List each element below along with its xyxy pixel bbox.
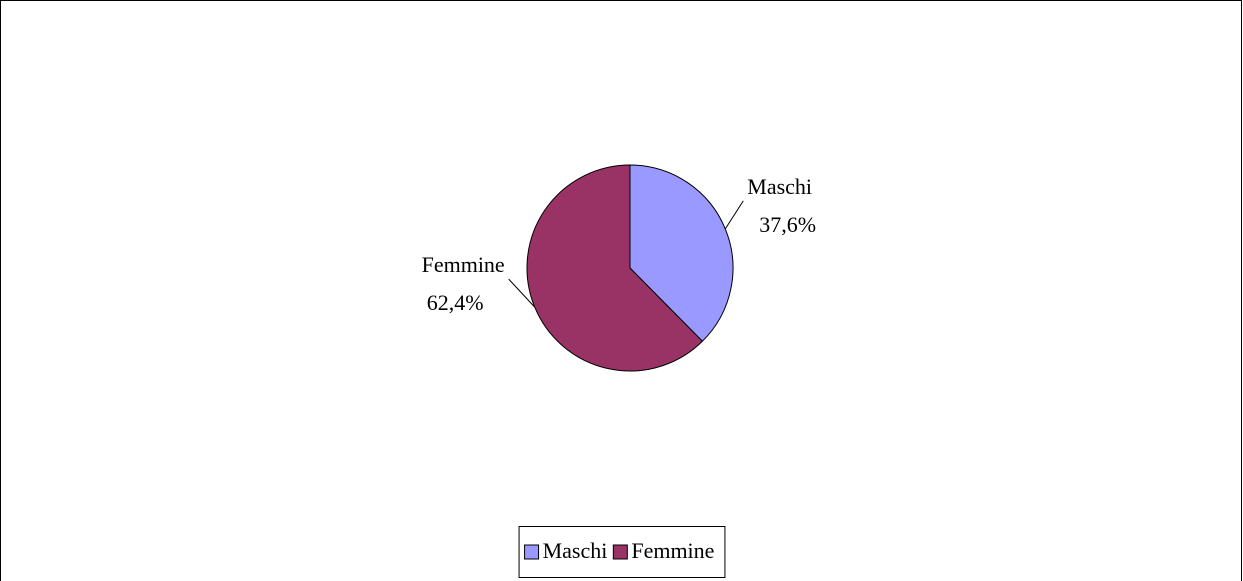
legend-swatch: [524, 544, 540, 560]
legend-label: Maschi: [543, 538, 608, 563]
slice-value-label: 62,4%: [427, 290, 484, 315]
leader-line: [724, 200, 744, 230]
slice-value-label: 37,6%: [759, 212, 816, 237]
leader-line: [508, 278, 536, 308]
legend: Maschi Femmine: [518, 526, 726, 578]
legend-label: Femmine: [631, 538, 714, 563]
slice-label: Femmine: [422, 252, 505, 277]
legend-swatch: [612, 544, 628, 560]
slice-label: Maschi: [747, 174, 812, 199]
pie-slice: [629, 164, 734, 342]
